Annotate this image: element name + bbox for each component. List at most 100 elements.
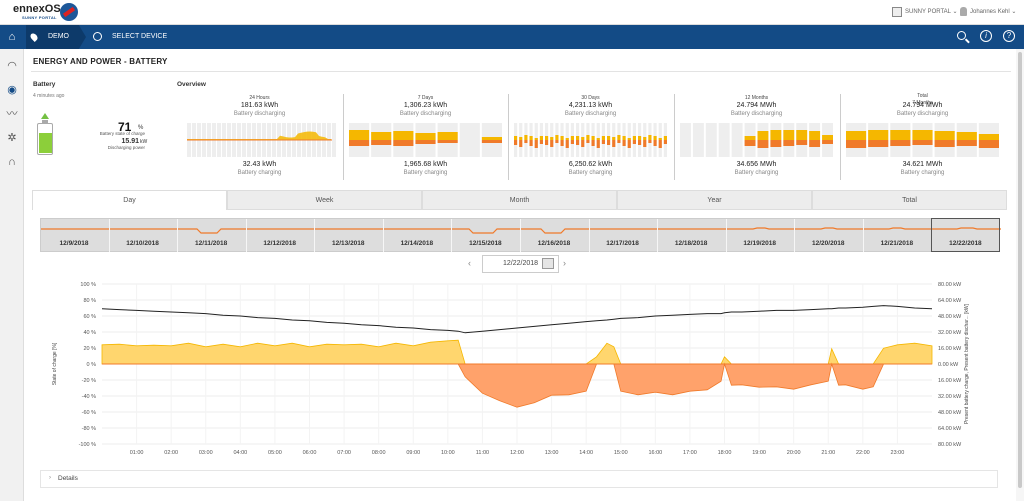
day-strip-date[interactable]: 12/22/2018 — [949, 240, 982, 247]
card-total-bars — [846, 123, 999, 157]
day-strip-date[interactable]: 12/19/2018 — [743, 240, 776, 247]
portal-switcher[interactable]: SUNNY PORTAL ⌄ — [905, 9, 958, 15]
day-strip-date[interactable]: 12/18/2018 — [674, 240, 708, 247]
day-strip-date[interactable]: 12/15/2018 — [469, 240, 502, 247]
y2-tick-label: 0.00 kW — [938, 362, 959, 368]
bar-discharge — [663, 140, 667, 144]
bar-charge — [653, 136, 657, 140]
x-tick-label: 22:00 — [856, 450, 870, 456]
x-tick-label: 07:00 — [337, 450, 351, 456]
settings-gear-icon[interactable]: ✲ — [7, 132, 17, 144]
y2-tick-label: 80.00 kW — [938, 282, 962, 288]
day-strip-date[interactable]: 12/14/2018 — [400, 240, 434, 247]
bar-discharge — [612, 140, 616, 147]
bar-charge — [539, 136, 543, 140]
y-tick-label: -80 % — [82, 426, 96, 432]
y2-tick-label: 32.00 kW — [938, 330, 962, 336]
y-tick-label: -20 % — [82, 378, 96, 384]
bar-discharge — [622, 140, 626, 146]
overview-card-24h[interactable]: 24 Hours 181.63 kWh Battery discharging … — [177, 93, 342, 181]
discharge-unit: kW — [140, 139, 148, 145]
day-strip-date[interactable]: 12/20/2018 — [812, 240, 845, 247]
bar-discharge — [653, 140, 657, 146]
bar-discharge — [744, 140, 756, 146]
x-tick-label: 05:00 — [268, 450, 282, 456]
overview-card-12m[interactable]: 12 Months 24.794 MWh Battery discharging… — [674, 93, 839, 181]
day-strip-date[interactable]: 12/11/2018 — [195, 240, 228, 247]
y2-tick-label: 16.00 kW — [938, 378, 962, 384]
soc-label: Battery state of charge — [99, 131, 145, 136]
search-icon[interactable] — [957, 31, 966, 40]
bar-discharge — [607, 140, 611, 145]
overview-card-30d[interactable]: 30 Days 4,231.13 kWh Battery discharging… — [508, 93, 673, 181]
overview-card-total[interactable]: Total 7 Months 24.794 MWh Battery discha… — [840, 93, 1005, 181]
y2-tick-label: 64.00 kW — [938, 298, 962, 304]
device-icon — [93, 32, 102, 41]
x-tick-label: 08:00 — [372, 450, 386, 456]
day-strip-date[interactable]: 12/12/2018 — [263, 240, 296, 247]
ennexos-logo[interactable]: ennexOS — [13, 3, 61, 15]
bar-charge — [519, 137, 523, 140]
card-discharge-label: Battery discharging — [564, 111, 617, 117]
tab-day[interactable]: Day — [32, 190, 227, 210]
bar-discharge — [770, 140, 782, 147]
analysis-pulse-icon[interactable]: 〰 — [6, 108, 18, 120]
tab-week[interactable]: Week — [227, 190, 422, 210]
day-separator — [382, 219, 384, 252]
x-tick-label: 21:00 — [821, 450, 835, 456]
info-icon[interactable]: i — [980, 30, 992, 42]
day-strip-date[interactable]: 12/13/2018 — [332, 240, 365, 247]
dashboard-gauge-icon[interactable]: ◠ — [7, 60, 17, 72]
bar-discharge — [648, 140, 652, 143]
y2-tick-label: 48.00 kW — [938, 314, 962, 320]
details-label[interactable]: Details — [58, 475, 78, 482]
card-period: 7 Days — [417, 95, 434, 101]
y2-axis-label: Present battery charge, Present battery … — [964, 303, 970, 424]
details-panel[interactable] — [40, 470, 998, 488]
help-icon[interactable]: ? — [1003, 30, 1015, 42]
calendar-icon[interactable] — [542, 258, 554, 269]
card-period: Total 7 Months — [912, 93, 933, 106]
service-headset-icon[interactable]: ∩ — [8, 156, 16, 168]
home-icon[interactable]: ⌂ — [8, 31, 16, 43]
x-tick-label: 06:00 — [303, 450, 317, 456]
day-separator — [794, 219, 796, 252]
x-tick-label: 18:00 — [718, 450, 732, 456]
tab-total[interactable]: Total — [812, 190, 1007, 210]
bar-charge — [393, 131, 414, 140]
day-strip-date[interactable]: 12/21/2018 — [880, 240, 914, 247]
next-day-chevron-icon[interactable]: › — [563, 258, 566, 268]
card-charge-value: 6,250.62 kWh — [568, 161, 613, 168]
y-tick-label: -40 % — [82, 394, 96, 400]
bar-charge — [912, 130, 933, 140]
day-strip-date[interactable]: 12/9/2018 — [59, 240, 89, 247]
date-input[interactable]: 12/22/2018 — [482, 255, 559, 273]
bar-discharge — [617, 140, 621, 143]
tab-year[interactable]: Year — [617, 190, 812, 210]
scrollbar-thumb[interactable] — [1018, 52, 1022, 488]
sunny-portal-icon — [892, 7, 902, 17]
battery-day-chart[interactable]: 100 % 80.00 kW 80 % 64.00 kW 60 % 48.00 kW 40 … — [44, 278, 974, 468]
monitoring-eye-icon[interactable]: ◉ — [7, 84, 17, 96]
card-discharge-value: 4,231.13 kWh — [568, 102, 613, 109]
user-menu[interactable]: Johannes Kehl ⌄ — [970, 9, 1017, 15]
day-separator — [520, 219, 521, 252]
previous-day-chevron-icon[interactable]: ‹ — [468, 258, 471, 268]
y-tick-label: 60 % — [83, 314, 96, 320]
selected-day-frame[interactable] — [931, 218, 1000, 252]
tab-month[interactable]: Month — [422, 190, 617, 210]
bar-charge — [586, 135, 590, 140]
day-separator — [862, 219, 864, 252]
day-strip-date[interactable]: 12/17/2018 — [606, 240, 639, 247]
day-strip-date[interactable]: 12/16/2018 — [537, 240, 571, 247]
bar-charge — [643, 137, 647, 140]
bar-charge — [371, 132, 392, 140]
bar-charge — [591, 136, 595, 140]
overview-card-7d[interactable]: 7 Days 1,306.23 kWh Battery discharging … — [343, 93, 508, 181]
breadcrumb-demo-label[interactable]: DEMO — [48, 33, 69, 40]
expand-chevron-icon[interactable]: › — [49, 475, 51, 481]
bar-discharge — [596, 140, 600, 148]
bar-discharge — [581, 140, 585, 147]
day-strip-date[interactable]: 12/10/2018 — [126, 240, 159, 247]
select-device-button[interactable]: SELECT DEVICE — [112, 33, 168, 40]
